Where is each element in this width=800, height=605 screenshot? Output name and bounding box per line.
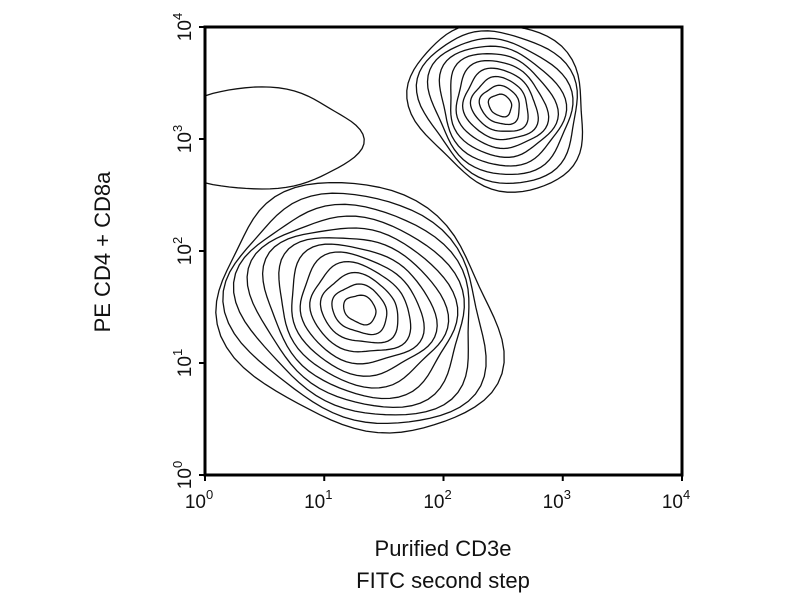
contour-line [232,203,470,416]
y-tick-label: 100 [170,461,196,489]
contour-line [215,181,505,434]
contour-line [291,243,438,377]
x-axis-title-line-2: FITC second step [356,568,530,593]
contour-line [331,283,388,336]
contour-line [261,227,459,400]
contour-line [478,84,520,126]
y-tick-label: 101 [170,349,196,377]
contour-line [342,294,377,326]
contour-line [406,27,584,193]
contour-line [222,192,487,425]
contour-line [461,67,539,141]
contour-layer [205,27,584,434]
contour-line [278,237,450,389]
contour-line [469,75,529,132]
contour-line [487,93,513,118]
y-tick-label: 104 [170,13,196,41]
contour-line [415,30,578,185]
x-tick-label: 102 [423,487,451,513]
x-tick-label: 103 [543,487,571,513]
x-tick-label: 100 [185,487,213,513]
y-tick-label: 103 [170,125,196,153]
y-axis-title: PE CD4 + CD8a [90,171,115,333]
plot-frame [203,25,684,477]
contour-line [299,251,425,365]
x-tick-label: 101 [304,487,332,513]
contour-line [205,86,365,190]
x-tick-label: 104 [662,487,690,513]
y-tick-label: 102 [170,237,196,265]
contour-line [426,37,574,176]
contour-line [450,53,560,158]
contour-line [309,260,412,353]
contour-line [319,271,399,344]
contour-line [246,215,465,409]
x-axis-title-line-1: Purified CD3e [375,536,512,561]
contour-line [438,45,568,167]
contour-line [455,59,550,150]
